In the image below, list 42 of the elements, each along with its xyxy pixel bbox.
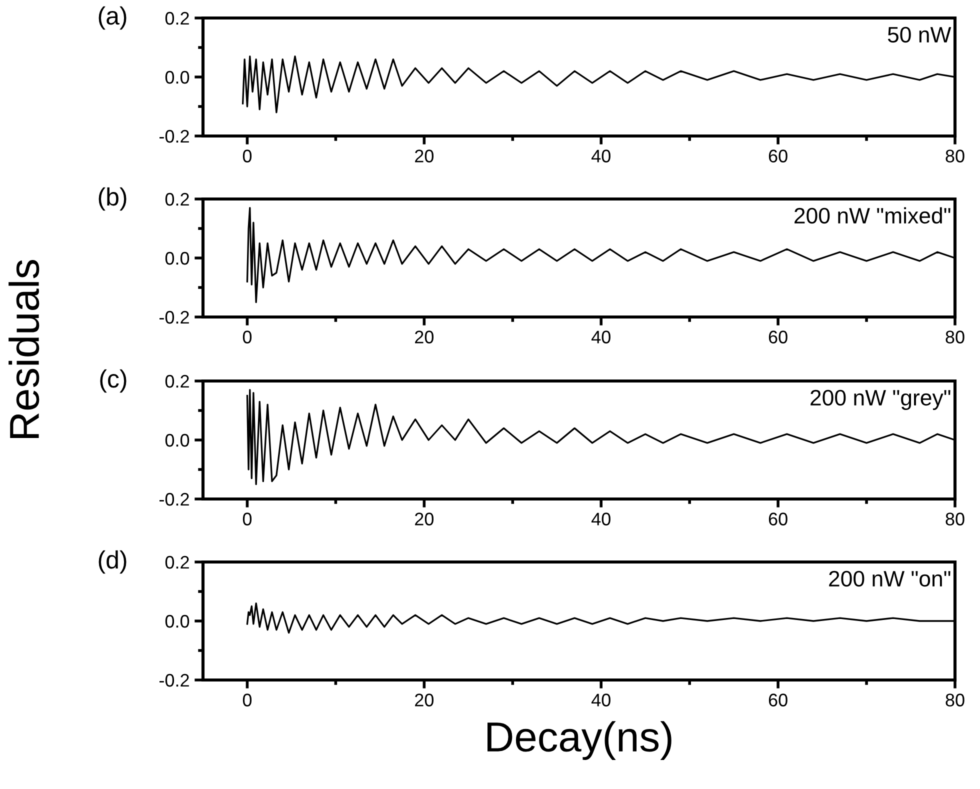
y-tick-label: 0.2 [165, 374, 189, 388]
x-tick-label: 40 [591, 512, 610, 526]
annotation: 200 nW "mixed" [794, 207, 950, 224]
x-tick-label: 0 [242, 150, 252, 162]
x-tick-label: 20 [415, 330, 434, 344]
annotation: 200 nW "grey" [810, 390, 950, 410]
y-axis-title: Residuals [8, 260, 40, 438]
x-tick-label: 40 [591, 150, 610, 162]
x-axis-title: Decay(ns) [487, 721, 672, 760]
y-tick-label: -0.2 [160, 492, 189, 506]
x-tick-label: 80 [946, 512, 964, 526]
x-tick-label: 60 [768, 330, 788, 344]
x-tick-label: 20 [415, 150, 434, 162]
x-tick-label: 60 [768, 512, 788, 526]
x-tick-label: 60 [768, 150, 788, 162]
x-tick-label: 80 [946, 694, 964, 706]
text: (b) [98, 187, 126, 211]
x-tick-label: 80 [946, 150, 964, 162]
y-tick-label: 0.2 [165, 556, 189, 569]
y-tick-label: 0.2 [165, 192, 189, 206]
x-tick-label: 60 [768, 694, 788, 706]
x-tick-label: 80 [946, 330, 964, 344]
x-tick-label: 0 [242, 694, 252, 706]
text: (d) [98, 550, 126, 574]
y-tick-label: -0.2 [160, 130, 189, 143]
x-tick-label: 20 [415, 512, 434, 526]
x-tick-label: 40 [591, 330, 610, 344]
text: (c) [100, 369, 126, 393]
annotation: 200 nW "on" [829, 570, 950, 587]
text: (a) [98, 6, 126, 30]
y-tick-label: 0.0 [165, 252, 190, 265]
x-tick-label: 20 [415, 694, 434, 706]
y-tick-label: 0.0 [165, 614, 190, 628]
y-tick-label: 0.0 [165, 70, 190, 84]
y-tick-label: 0.0 [165, 434, 190, 447]
y-tick-label: -0.2 [160, 310, 189, 324]
x-tick-label: 40 [591, 694, 610, 706]
x-tick-label: 0 [242, 512, 252, 526]
y-tick-label: 0.2 [165, 12, 189, 25]
annotation: 50 nW [888, 26, 952, 43]
y-tick-label: -0.2 [160, 674, 189, 687]
x-tick-label: 0 [242, 330, 252, 344]
